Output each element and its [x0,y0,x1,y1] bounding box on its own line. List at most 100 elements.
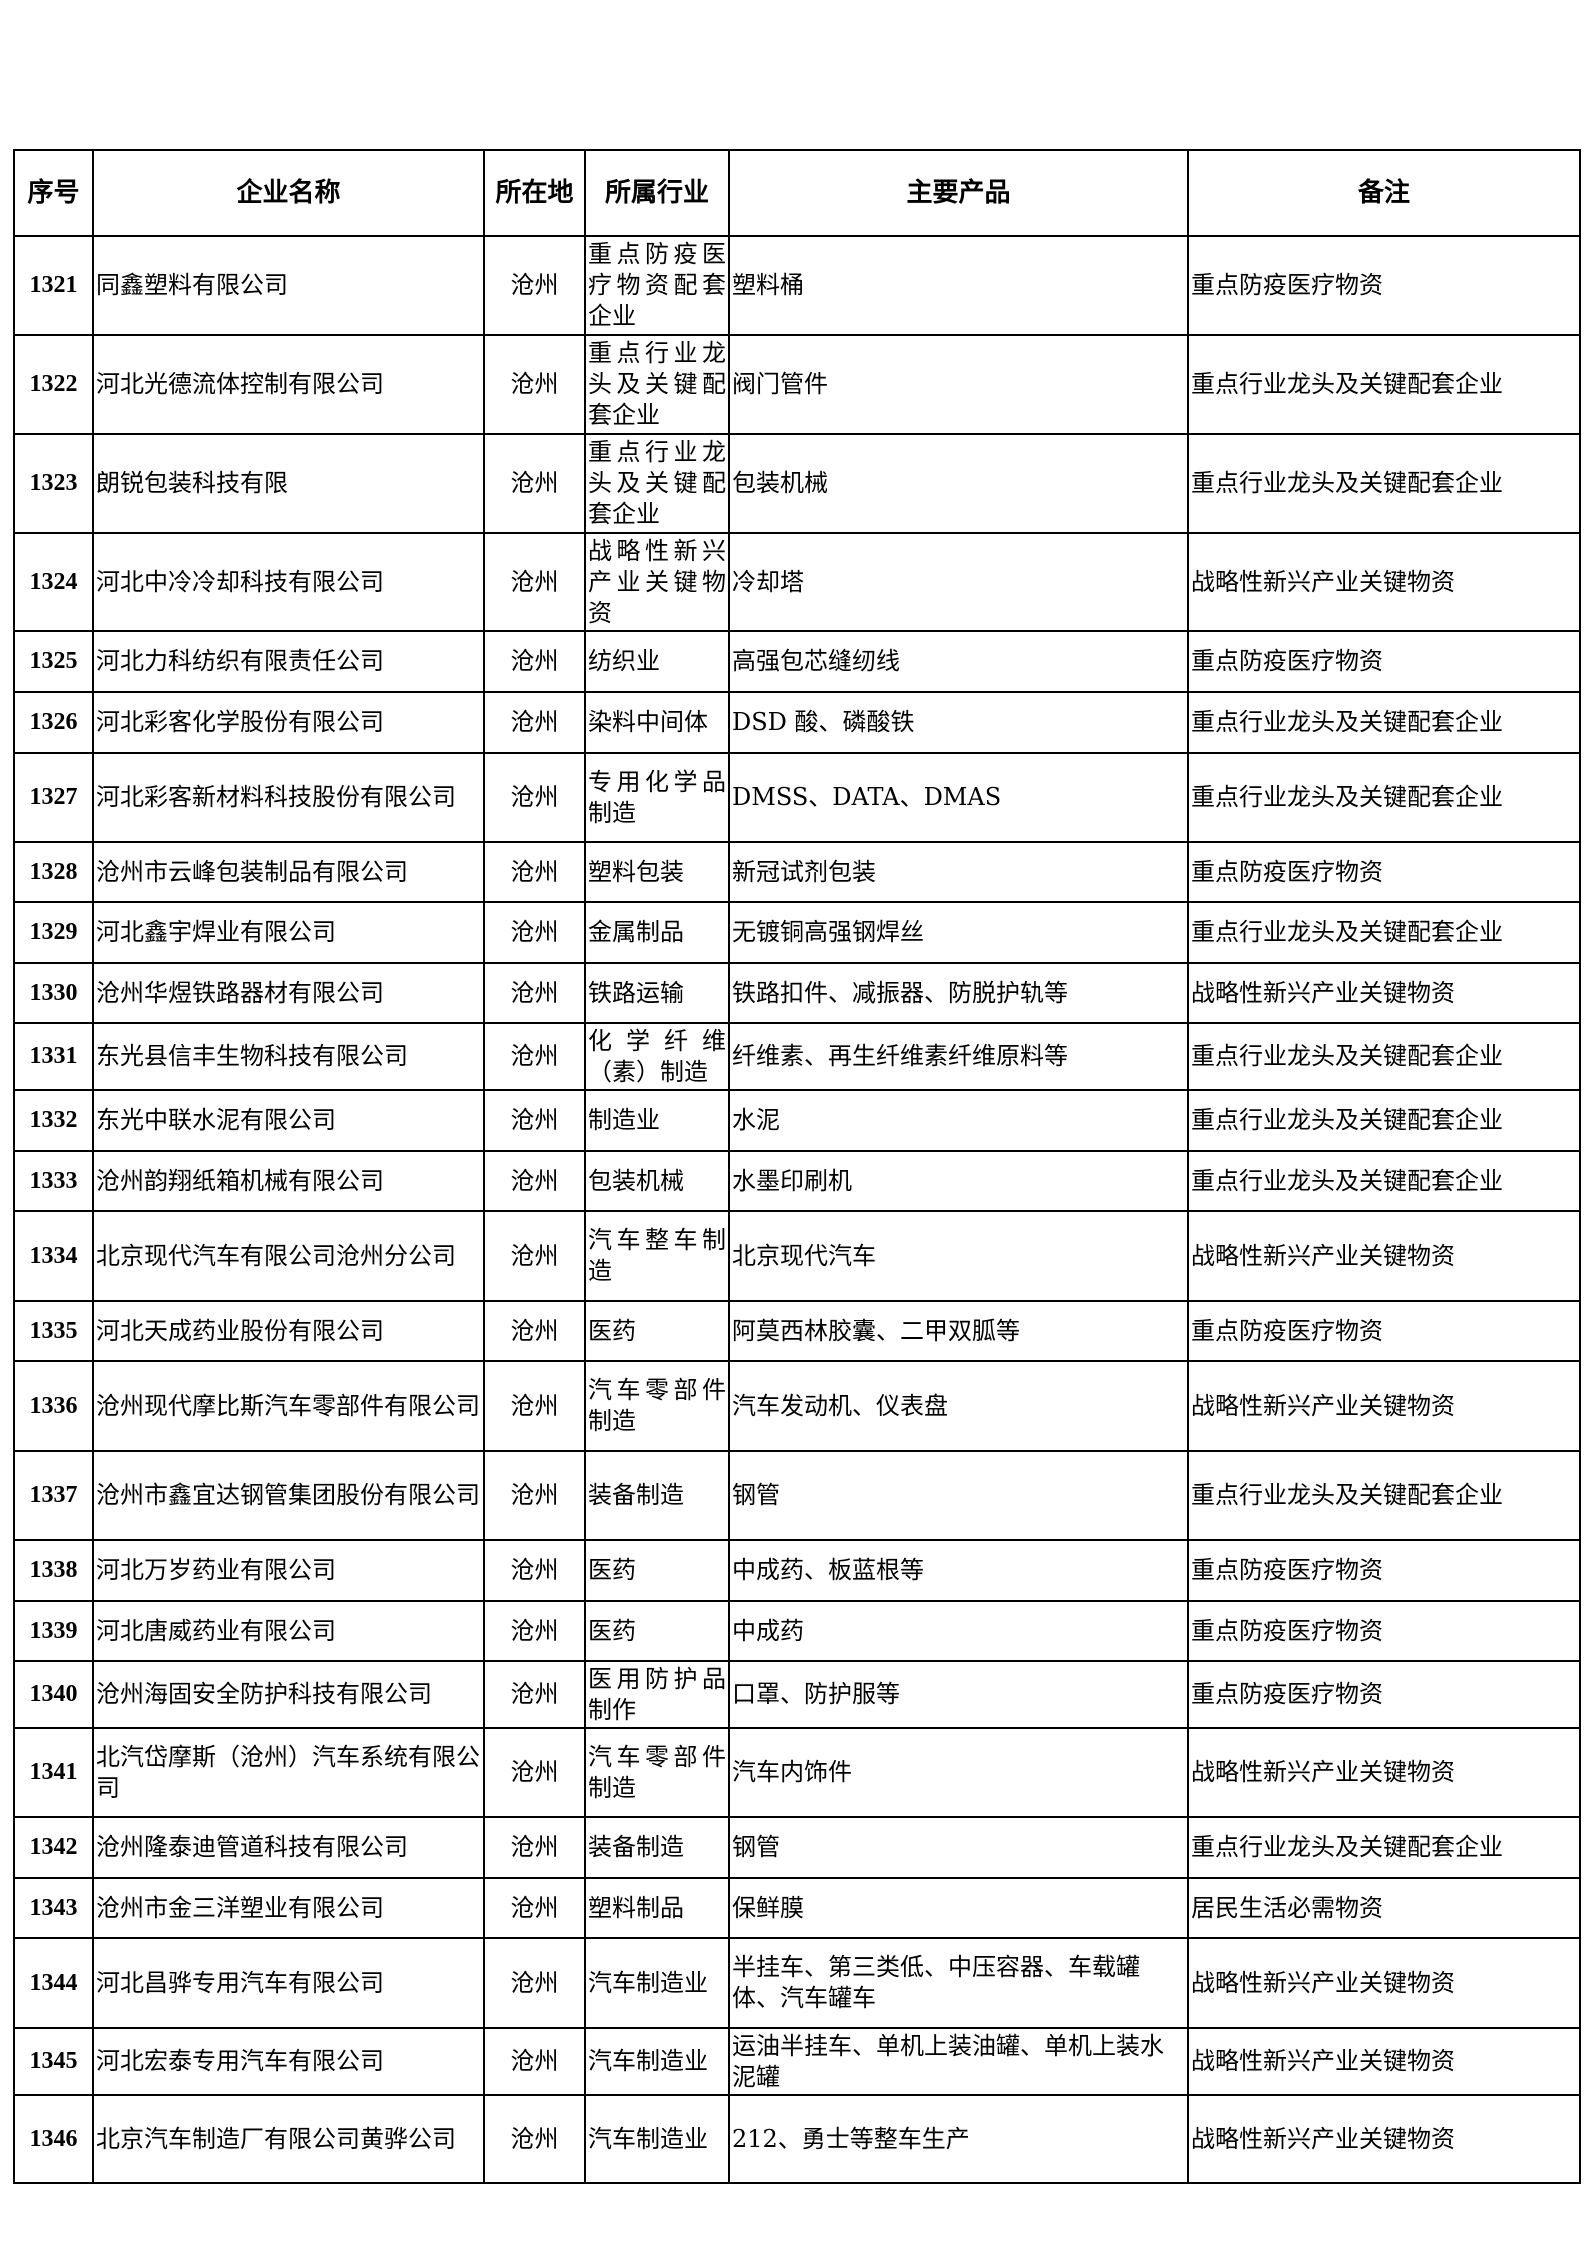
cell-industry: 医药 [584,1300,730,1362]
cell-location: 沧州 [483,962,586,1024]
cell-company-name: 东光中联水泥有限公司 [92,1089,485,1152]
cell-industry: 汽车制造业 [584,1937,730,2029]
cell-index: 1328 [13,841,94,903]
cell-location: 沧州 [483,1660,586,1729]
cell-remarks: 居民生活必需物资 [1187,1877,1581,1939]
cell-main-products: 冷却塔 [728,532,1189,632]
table-row: 1324 河北中冷冷却科技有限公司 沧州 战略性新兴产业关键物资 冷却塔 战略性新兴产业关… [13,532,1581,632]
cell-remarks: 战略性新兴产业关键物资 [1187,532,1581,632]
cell-industry: 塑料包装 [584,841,730,903]
cell-main-products: 北京现代汽车 [728,1210,1189,1302]
table-row: 1338 河北万岁药业有限公司 沧州 医药 中成药、板蓝根等 重点防疫医疗物资 [13,1539,1581,1602]
table-row: 1332 东光中联水泥有限公司 沧州 制造业 水泥 重点行业龙头及关键配套企业 [13,1089,1581,1152]
cell-company-name: 河北昌骅专用汽车有限公司 [92,1937,485,2029]
cell-company-name: 沧州海固安全防护科技有限公司 [92,1660,485,1729]
cell-remarks: 重点行业龙头及关键配套企业 [1187,433,1581,534]
cell-remarks: 战略性新兴产业关键物资 [1187,2094,1581,2184]
cell-main-products: 铁路扣件、减振器、防脱护轨等 [728,962,1189,1024]
cell-main-products: 钢管 [728,1450,1189,1541]
cell-industry: 汽车零部件制造 [584,1360,730,1452]
cell-industry: 包装机械 [584,1150,730,1212]
cell-remarks: 重点防疫医疗物资 [1187,235,1581,336]
table-row: 1333 沧州韵翔纸箱机械有限公司 沧州 包装机械 水墨印刷机 重点行业龙头及关键配套企业 [13,1150,1581,1212]
cell-industry: 汽车制造业 [584,2027,730,2096]
cell-location: 沧州 [483,532,586,632]
cell-remarks: 重点防疫医疗物资 [1187,1539,1581,1602]
cell-location: 沧州 [483,1022,586,1091]
cell-location: 沧州 [483,1600,586,1662]
cell-industry: 医药 [584,1539,730,1602]
cell-company-name: 河北彩客新材料科技股份有限公司 [92,752,485,843]
cell-location: 沧州 [483,433,586,534]
cell-main-products: 高强包芯缝纫线 [728,630,1189,693]
cell-company-name: 河北万岁药业有限公司 [92,1539,485,1602]
cell-main-products: 水泥 [728,1089,1189,1152]
cell-index: 1342 [13,1816,94,1879]
cell-remarks: 重点行业龙头及关键配套企业 [1187,691,1581,754]
cell-main-products: 塑料桶 [728,235,1189,336]
cell-location: 沧州 [483,1816,586,1879]
cell-location: 沧州 [483,1727,586,1818]
cell-main-products: 中成药、板蓝根等 [728,1539,1189,1602]
cell-remarks: 战略性新兴产业关键物资 [1187,1937,1581,2029]
cell-industry: 重点行业龙头及关键配套企业 [584,334,730,435]
cell-main-products: DSD 酸、磷酸铁 [728,691,1189,754]
cell-company-name: 河北鑫宇焊业有限公司 [92,901,485,964]
cell-index: 1341 [13,1727,94,1818]
header-remarks: 备注 [1187,149,1581,237]
cell-main-products: 运油半挂车、单机上装油罐、单机上装水泥罐 [728,2027,1189,2096]
table-row: 1326 河北彩客化学股份有限公司 沧州 染料中间体 DSD 酸、磷酸铁 重点行业龙头及关… [13,691,1581,754]
cell-company-name: 河北唐威药业有限公司 [92,1600,485,1662]
cell-index: 1339 [13,1600,94,1662]
cell-remarks: 重点行业龙头及关键配套企业 [1187,1816,1581,1879]
cell-index: 1338 [13,1539,94,1602]
table-row: 1336 沧州现代摩比斯汽车零部件有限公司 沧州 汽车零部件制造 汽车发动机、仪表盘 战略… [13,1360,1581,1452]
cell-industry: 化学纤维（素）制造 [584,1022,730,1091]
cell-location: 沧州 [483,1089,586,1152]
cell-company-name: 河北天成药业股份有限公司 [92,1300,485,1362]
cell-index: 1333 [13,1150,94,1212]
cell-industry: 纺织业 [584,630,730,693]
table-row: 1327 河北彩客新材料科技股份有限公司 沧州 专用化学品制造 DMSS、DATA、DM… [13,752,1581,843]
cell-remarks: 重点防疫医疗物资 [1187,1660,1581,1729]
cell-index: 1343 [13,1877,94,1939]
cell-company-name: 北京汽车制造厂有限公司黄骅公司 [92,2094,485,2184]
cell-remarks: 重点行业龙头及关键配套企业 [1187,1150,1581,1212]
table-row: 1322 河北光德流体控制有限公司 沧州 重点行业龙头及关键配套企业 阀门管件 重点行业龙… [13,334,1581,435]
cell-industry: 战略性新兴产业关键物资 [584,532,730,632]
cell-main-products: 阀门管件 [728,334,1189,435]
cell-location: 沧州 [483,630,586,693]
cell-index: 1334 [13,1210,94,1302]
cell-index: 1345 [13,2027,94,2096]
table-row: 1331 东光县信丰生物科技有限公司 沧州 化学纤维（素）制造 纤维素、再生纤维素纤维原… [13,1022,1581,1091]
cell-company-name: 沧州隆泰迪管道科技有限公司 [92,1816,485,1879]
cell-industry: 医药 [584,1600,730,1662]
table-row: 1337 沧州市鑫宜达钢管集团股份有限公司 沧州 装备制造 钢管 重点行业龙头及关键配套企… [13,1450,1581,1541]
cell-company-name: 沧州华煜铁路器材有限公司 [92,962,485,1024]
table-row: 1339 河北唐威药业有限公司 沧州 医药 中成药 重点防疫医疗物资 [13,1600,1581,1662]
cell-remarks: 重点防疫医疗物资 [1187,1300,1581,1362]
cell-index: 1344 [13,1937,94,2029]
table-row: 1330 沧州华煜铁路器材有限公司 沧州 铁路运输 铁路扣件、减振器、防脱护轨等 战略性新… [13,962,1581,1024]
cell-company-name: 同鑫塑料有限公司 [92,235,485,336]
cell-location: 沧州 [483,1360,586,1452]
cell-main-products: 汽车发动机、仪表盘 [728,1360,1189,1452]
cell-location: 沧州 [483,752,586,843]
cell-location: 沧州 [483,235,586,336]
cell-remarks: 重点行业龙头及关键配套企业 [1187,1022,1581,1091]
cell-remarks: 重点防疫医疗物资 [1187,1600,1581,1662]
table-row: 1328 沧州市云峰包装制品有限公司 沧州 塑料包装 新冠试剂包装 重点防疫医疗物资 [13,841,1581,903]
table-row: 1340 沧州海固安全防护科技有限公司 沧州 医用防护品制作 口罩、防护服等 重点防疫医疗… [13,1660,1581,1729]
cell-remarks: 战略性新兴产业关键物资 [1187,962,1581,1024]
cell-remarks: 重点行业龙头及关键配套企业 [1187,752,1581,843]
cell-index: 1322 [13,334,94,435]
cell-company-name: 沧州市鑫宜达钢管集团股份有限公司 [92,1450,485,1541]
cell-location: 沧州 [483,1937,586,2029]
cell-industry: 重点防疫医疗物资配套企业 [584,235,730,336]
cell-company-name: 沧州市金三洋塑业有限公司 [92,1877,485,1939]
cell-main-products: DMSS、DATA、DMAS [728,752,1189,843]
cell-main-products: 纤维素、再生纤维素纤维原料等 [728,1022,1189,1091]
cell-company-name: 河北力科纺织有限责任公司 [92,630,485,693]
cell-index: 1346 [13,2094,94,2184]
table-row: 1345 河北宏泰专用汽车有限公司 沧州 汽车制造业 运油半挂车、单机上装油罐、单机上装… [13,2027,1581,2096]
